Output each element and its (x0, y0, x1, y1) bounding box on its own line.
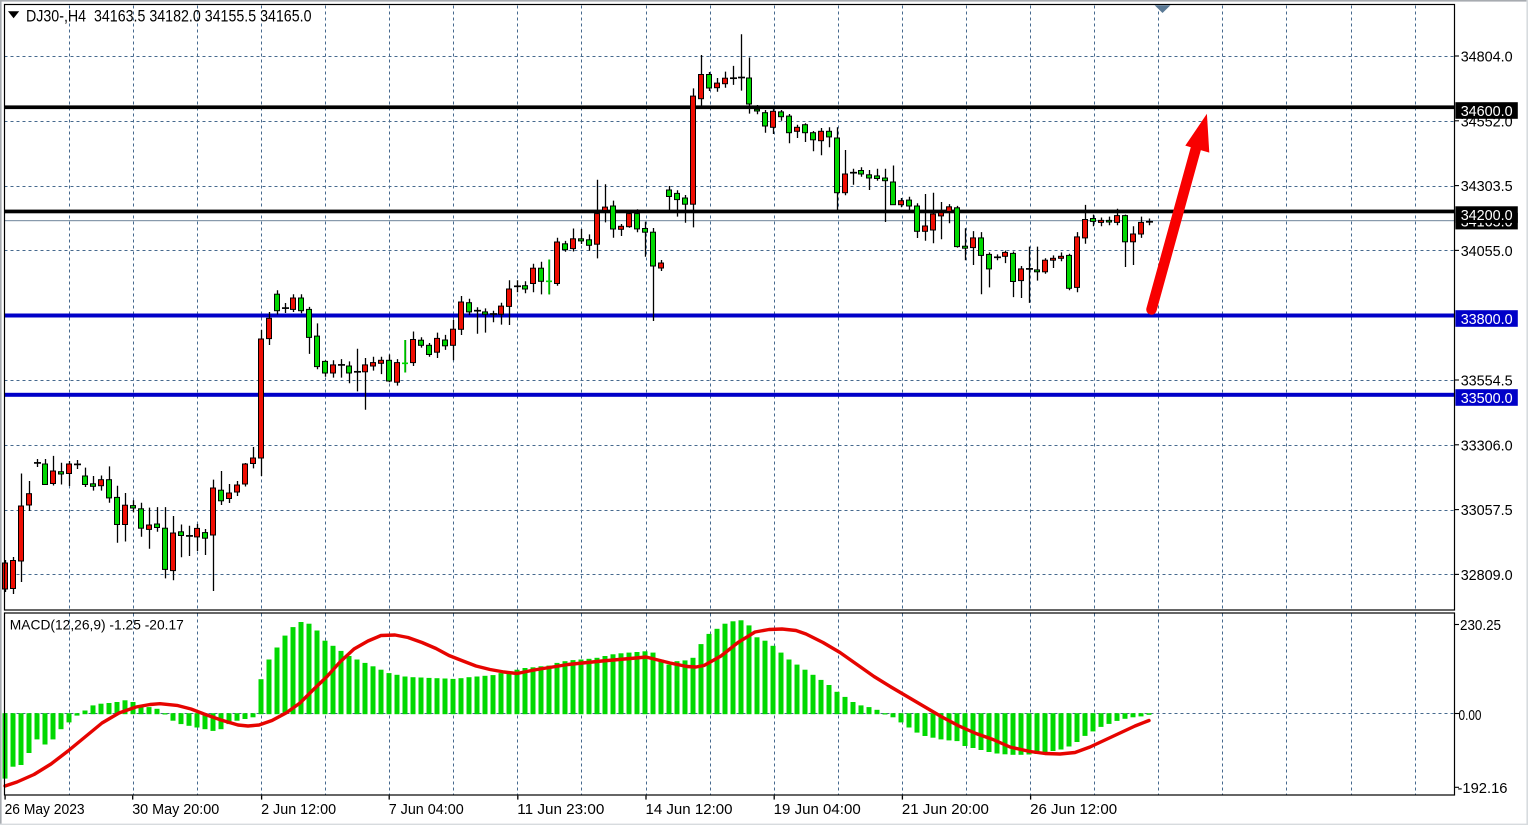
svg-text:230.25: 230.25 (1460, 617, 1501, 634)
svg-text:26 May 2023: 26 May 2023 (5, 802, 85, 818)
svg-text:33500.0: 33500.0 (1461, 390, 1513, 407)
svg-text:30 May 20:00: 30 May 20:00 (132, 802, 219, 818)
svg-text:2 Jun 12:00: 2 Jun 12:00 (261, 802, 336, 818)
svg-text:34804.0: 34804.0 (1461, 49, 1513, 66)
svg-text:7 Jun 04:00: 7 Jun 04:00 (389, 802, 464, 818)
svg-text:33554.5: 33554.5 (1461, 373, 1513, 390)
svg-text:19 Jun 04:00: 19 Jun 04:00 (774, 802, 861, 818)
svg-text:-192.16: -192.16 (1458, 780, 1508, 797)
svg-text:26 Jun 12:00: 26 Jun 12:00 (1030, 802, 1117, 818)
svg-text:34303.5: 34303.5 (1461, 178, 1513, 195)
svg-text:33306.0: 33306.0 (1461, 437, 1513, 454)
svg-text:32809.0: 32809.0 (1461, 567, 1513, 584)
svg-text:DJ30-,H4 34163.5 34182.0 3415: DJ30-,H4 34163.5 34182.0 34155.5 34165.0 (26, 7, 312, 26)
svg-text:14 Jun 12:00: 14 Jun 12:00 (646, 802, 733, 818)
svg-text:0.00: 0.00 (1459, 707, 1482, 724)
svg-text:MACD(12,26,9) -1.25 -20.17: MACD(12,26,9) -1.25 -20.17 (10, 618, 184, 633)
svg-text:21 Jun 20:00: 21 Jun 20:00 (902, 802, 989, 818)
svg-text:33800.0: 33800.0 (1461, 311, 1513, 328)
svg-text:34200.0: 34200.0 (1461, 207, 1513, 224)
svg-text:33057.5: 33057.5 (1461, 502, 1513, 519)
svg-text:11 Jun 23:00: 11 Jun 23:00 (517, 802, 604, 818)
svg-text:34055.0: 34055.0 (1461, 243, 1513, 260)
svg-text:34600.0: 34600.0 (1461, 103, 1513, 120)
